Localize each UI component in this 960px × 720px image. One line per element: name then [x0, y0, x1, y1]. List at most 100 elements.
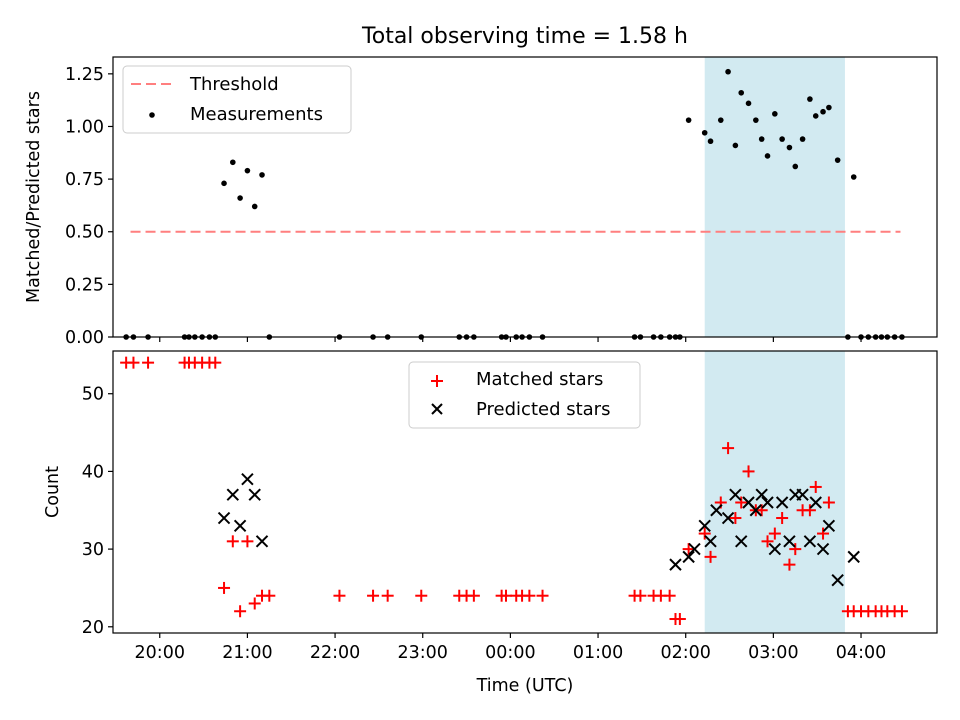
bottom-x-ticks: 20:00 21:00 22:00 23:00 00:00 01:00 02:00 03:00…: [135, 633, 886, 663]
measurement-point: [244, 167, 251, 174]
predicted-star-point: [241, 472, 254, 486]
bottom-y-tick-label: 30: [82, 540, 104, 560]
matched-star-point: [241, 535, 254, 548]
top-x-ticks: [159, 337, 862, 342]
bottom-y-ticks: 20 30 40 50: [82, 385, 113, 638]
measurement-point: [753, 117, 759, 123]
matched-star-point: [218, 581, 231, 594]
matched-star-point: [729, 512, 742, 525]
top-y-tick-label: 0.75: [65, 170, 104, 190]
measurement-point: [792, 163, 799, 170]
matched-star-point: [127, 356, 140, 369]
predicted-star-point: [822, 519, 836, 533]
measurement-point: [745, 100, 752, 107]
matched-star-point: [381, 589, 394, 602]
bottom-shaded-region: [704, 351, 845, 633]
bottom-axes-frame: [112, 350, 938, 634]
matched-star-point: [673, 613, 686, 626]
matched-star-point: [663, 589, 676, 602]
matched-star-point: [742, 465, 755, 478]
matched-star-point: [768, 527, 781, 540]
predicted-star-point: [761, 496, 774, 509]
top-y-ticks: 0.00 0.25 0.50 0.75 1.00 1.25: [65, 65, 113, 348]
matched-star-point: [142, 356, 155, 369]
top-legend: Threshold Measurements: [122, 65, 352, 134]
matched-star-point: [822, 496, 835, 509]
measurement-point: [259, 172, 265, 178]
measurement-point: [717, 117, 724, 123]
matched-star-point: [523, 589, 536, 602]
predicted-star-point: [669, 558, 682, 571]
matched-star-point: [234, 605, 247, 618]
matched-star-point: [333, 589, 346, 602]
predicted-star-point: [729, 488, 742, 501]
top-y-tick-label: 0.00: [65, 328, 104, 348]
measurement-point: [732, 142, 739, 149]
top-y-tick-label: 0.25: [65, 275, 104, 295]
bottom-panel: 20 30 40 50 20:00 21:00 22:00 23:00 00:00 01:00 0…: [43, 350, 938, 696]
measurement-point: [820, 108, 826, 115]
matched-star-point: [809, 480, 822, 493]
legend-matched-swatch: [431, 375, 443, 387]
measurement-point: [707, 138, 714, 145]
predicted-star-point: [710, 504, 723, 517]
measurement-point: [850, 174, 857, 180]
measurement-point: [834, 157, 841, 163]
matched-star-point: [789, 543, 802, 556]
measurement-point: [779, 136, 785, 142]
matched-star-point: [776, 512, 789, 525]
predicted-star-point: [783, 535, 796, 548]
measurement-point: [725, 68, 731, 75]
matched-star-point: [248, 597, 261, 610]
predicted-star-point: [803, 535, 817, 548]
measurement-point: [685, 117, 692, 123]
matched-star-point: [500, 589, 513, 602]
measurement-point: [701, 129, 708, 136]
measurement-point: [826, 104, 832, 111]
bottom-legend-box: [408, 361, 641, 429]
x-tick-label: 04:00: [836, 643, 886, 663]
matched-star-point: [698, 527, 711, 540]
predicted-star-point: [248, 488, 261, 501]
matched-star-point: [735, 496, 748, 509]
x-axis-label: Time (UTC): [476, 676, 574, 696]
predicted-star-point: [831, 573, 844, 587]
measurement-point: [772, 111, 778, 117]
predicted-star-point: [704, 535, 717, 548]
matched-star-point: [895, 605, 908, 618]
predicted-star-point: [682, 550, 695, 564]
matched-star-point: [783, 558, 796, 571]
matched-star-point: [415, 589, 428, 602]
matched-star-point: [755, 504, 768, 517]
top-shaded-region: [704, 57, 845, 337]
top-y-axis-label: Matched/Predicted stars: [24, 91, 44, 303]
measurement-point: [230, 159, 236, 166]
top-y-tick-label: 1.25: [65, 65, 104, 85]
measurement-point: [221, 180, 227, 187]
bottom-y-tick-label: 20: [82, 618, 104, 638]
x-tick-label: 00:00: [485, 643, 535, 663]
legend-predicted-label: Predicted stars: [476, 399, 610, 420]
measurement-point: [799, 136, 806, 142]
measurement-point: [758, 136, 765, 142]
matched-star-point: [682, 543, 695, 556]
x-tick-label: 23:00: [398, 643, 448, 663]
legend-threshold-label: Threshold: [189, 74, 279, 95]
x-tick-label: 02:00: [660, 643, 710, 663]
legend-predicted-swatch: [431, 403, 443, 415]
predicted-star-point: [233, 519, 247, 533]
x-tick-label: 21:00: [222, 643, 272, 663]
predicted-star-point: [226, 488, 240, 501]
predicted-star-point: [688, 542, 701, 556]
matched-star-point: [817, 527, 830, 540]
bottom-legend: Matched stars Predicted stars: [408, 361, 641, 429]
measurement-point: [786, 144, 793, 151]
predicted-star-point: [768, 542, 782, 556]
measurement-point: [812, 113, 819, 119]
top-axes-frame: [112, 56, 938, 338]
measurement-point: [237, 195, 243, 201]
predicted-star-point: [721, 511, 735, 525]
bottom-y-tick-label: 40: [82, 462, 104, 482]
matched-star-point: [761, 535, 774, 548]
